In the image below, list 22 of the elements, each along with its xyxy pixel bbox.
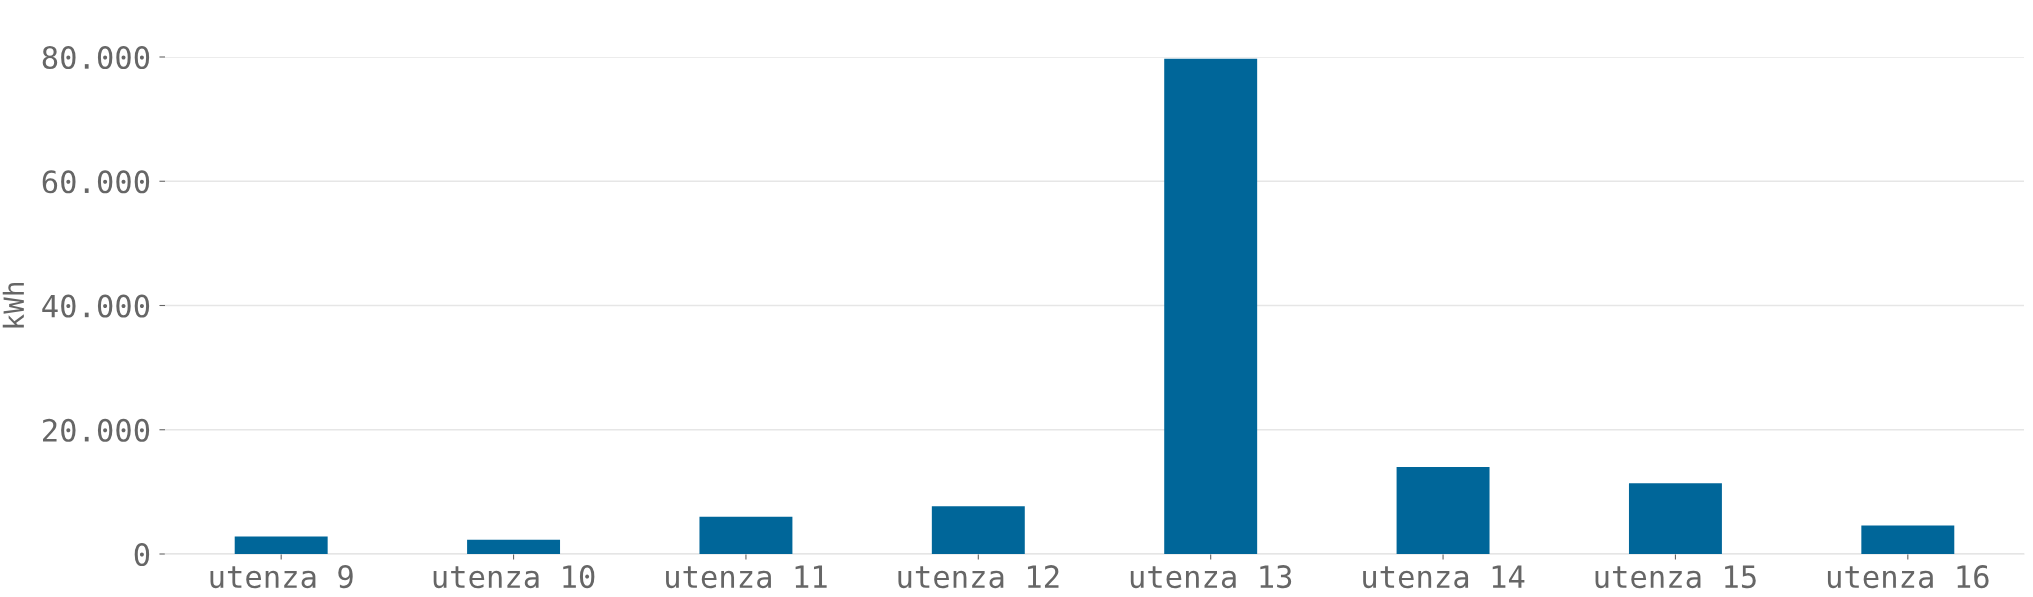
bar [1164,58,1258,554]
x-tick-label: utenza 9 [210,565,353,589]
bar [1396,467,1490,554]
y-axis-title: kWh [2,282,24,328]
x-tick-label: utenza 13 [1130,565,1292,589]
x-tick-label: utenza 12 [898,565,1059,589]
y-tick-label: 80.000 [42,46,150,70]
x-tick-label: utenza 15 [1595,565,1756,589]
bar [467,539,561,554]
y-tick-label: 40.000 [42,294,150,318]
y-tick-label: 20.000 [43,418,150,442]
x-tick-label: utenza 16 [1827,565,1989,589]
bar [1861,525,1955,554]
bar [699,516,793,554]
x-tick-label: utenza 11 [666,565,827,589]
x-tick-label: utenza 10 [433,565,595,589]
x-tick-label: utenza 14 [1363,565,1525,589]
y-tick-label: 0 [134,543,150,567]
bar [931,506,1025,554]
bar [234,536,328,554]
bar [1628,483,1722,554]
y-tick-label: 60.000 [42,170,150,194]
